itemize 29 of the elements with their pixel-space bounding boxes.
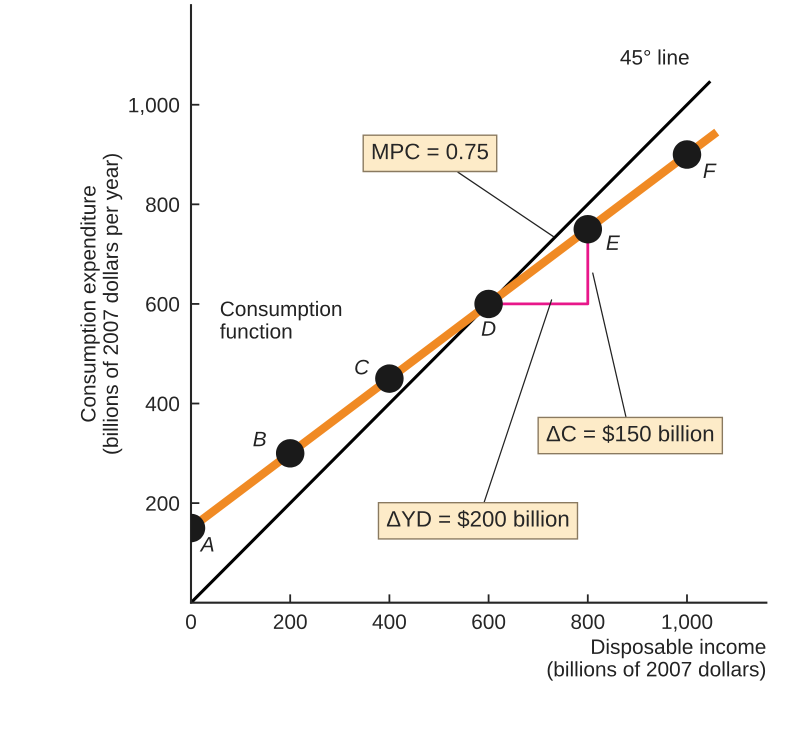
x-tick-label: 0 — [186, 614, 196, 630]
x-tick-label: 800 — [571, 614, 604, 630]
annotation: A — [200, 537, 214, 552]
annotation: C — [355, 360, 370, 374]
annotation: E — [606, 236, 620, 250]
x-axis-title: Disposable income (billions of 2007 dollars) — [548, 638, 766, 681]
x-tick-label: 600 — [472, 614, 506, 630]
point — [672, 140, 702, 169]
point — [474, 290, 503, 318]
annotation: ΔYD = $200 billion — [386, 510, 568, 528]
annotation: MPC = 0.75 — [372, 144, 488, 160]
annotation: B — [253, 432, 266, 446]
annotation: 45° line — [620, 49, 689, 65]
y-tick-label: 400 — [146, 396, 180, 412]
x-tick-label: 200 — [274, 614, 307, 630]
annotation: D — [482, 321, 496, 336]
y-axis-title: Consumption expenditure (billions of 2007 dollars per year) — [80, 154, 122, 454]
point — [574, 214, 602, 244]
point — [276, 439, 304, 468]
point — [375, 364, 404, 393]
annotation: ΔC = $150 billion — [546, 424, 714, 443]
y-tick-label: 200 — [146, 496, 180, 511]
y-tick-label: 800 — [146, 197, 180, 212]
annotation: Consumption function — [220, 300, 342, 339]
x-tick-label: 400 — [372, 614, 406, 630]
y-tick-label: 1,000 — [129, 98, 180, 115]
y-tick-label: 600 — [146, 296, 180, 312]
annotation: F — [703, 164, 717, 178]
x-tick-label: 1,000 — [662, 614, 712, 632]
